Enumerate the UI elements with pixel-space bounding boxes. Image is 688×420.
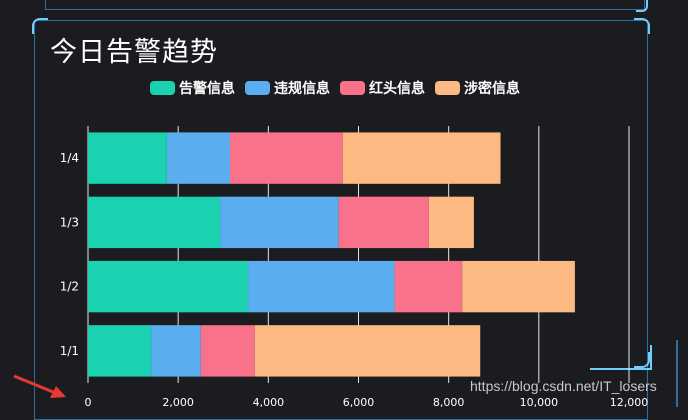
y-category-label: 1/2	[60, 280, 79, 294]
red-arrow-icon	[13, 374, 66, 398]
y-category-label: 1/4	[60, 151, 79, 165]
y-category-label: 1/1	[60, 344, 79, 358]
panel-accent-line	[590, 368, 650, 370]
bar-segment	[88, 132, 167, 184]
panel-corner-top-right	[634, 18, 650, 34]
watermark-text: https://blog.csdn.net/IT_losers	[470, 378, 657, 394]
legend-swatch-redhead	[340, 81, 365, 95]
bar-segment	[338, 196, 429, 249]
x-tick-label: 2,000	[162, 396, 194, 407]
bar-segment	[151, 325, 201, 377]
y-category-label: 1/3	[60, 215, 79, 229]
top-panel-corner	[636, 0, 648, 12]
legend-swatch-classified	[435, 81, 460, 95]
legend-label-alert: 告警信息	[179, 81, 235, 97]
right-panel-edge	[676, 340, 688, 407]
legend-item-redhead[interactable]: 红头信息	[340, 78, 425, 98]
bar-segment	[342, 132, 501, 184]
legend-label-classified: 涉密信息	[464, 81, 520, 97]
legend-swatch-alert	[150, 81, 175, 95]
bar-segment	[254, 325, 481, 377]
stacked-bar-chart: 0 2,000 4,000 6,000 8,000 10,000 12,000 1/1 1/2 1…	[60, 126, 649, 407]
bar-segment	[394, 260, 463, 313]
x-tick-label: 4,000	[253, 396, 285, 407]
legend-label-violation: 违规信息	[274, 81, 330, 97]
panel-corner-top-left	[32, 18, 48, 34]
legend-swatch-violation	[245, 81, 270, 95]
bar-segment	[166, 132, 231, 184]
legend-item-violation[interactable]: 违规信息	[245, 78, 330, 98]
bar-segment	[428, 196, 474, 249]
panel-corner-bottom-right	[634, 352, 650, 368]
x-tick-label: 8,000	[433, 396, 465, 407]
legend-item-alert[interactable]: 告警信息	[150, 78, 235, 98]
bar-segment	[200, 325, 255, 377]
x-tick-label: 10,000	[520, 396, 559, 407]
bar-segment	[88, 196, 221, 249]
bar-segment	[88, 260, 249, 313]
x-tick-label: 0	[85, 396, 92, 407]
x-tick-label: 6,000	[343, 396, 375, 407]
bar-segment	[220, 196, 339, 249]
legend-item-classified[interactable]: 涉密信息	[435, 78, 520, 98]
bar-segment	[462, 260, 575, 313]
x-tick-label: 12,000	[610, 396, 649, 407]
bar-segment	[230, 132, 343, 184]
panel-accent-line-vertical	[650, 345, 652, 370]
chart-legend: 告警信息 违规信息 红头信息 涉密信息	[150, 78, 530, 98]
bar-segment	[248, 260, 395, 313]
chart-title: 今日告警趋势	[50, 37, 218, 68]
top-panel-frame	[45, 0, 645, 10]
bar-segment	[88, 325, 152, 377]
legend-label-redhead: 红头信息	[369, 81, 425, 97]
